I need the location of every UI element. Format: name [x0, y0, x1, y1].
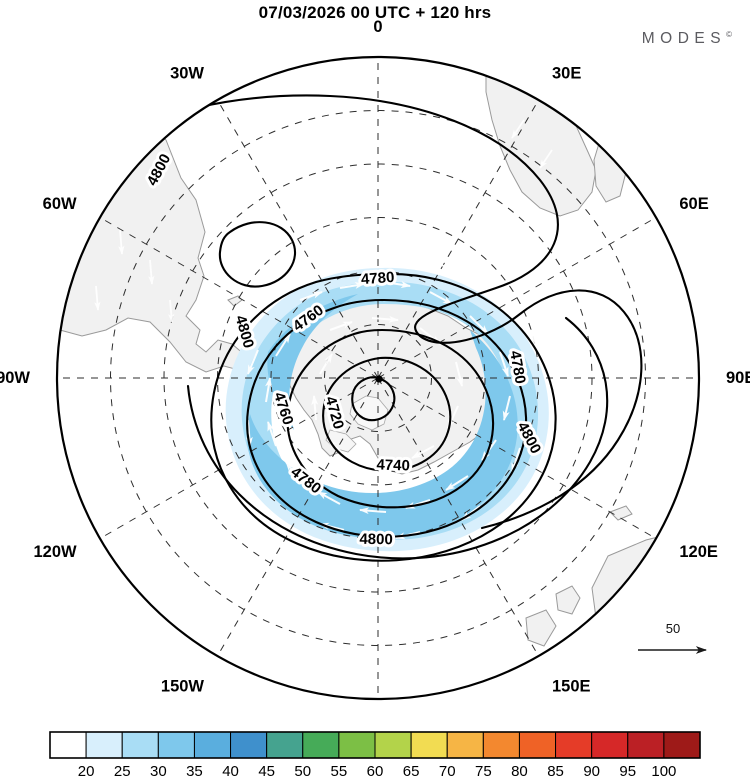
longitude-label-120W: 120W: [34, 543, 78, 561]
height-contours: [88, 94, 643, 562]
longitude-label-120E: 120E: [679, 543, 718, 561]
longitude-label-0: 0: [373, 18, 382, 36]
colorbar-cell: [230, 731, 268, 759]
meridian-60E: [377, 217, 657, 379]
shade-band-30-west: [267, 294, 358, 430]
colorbar-tick: 60: [367, 763, 384, 780]
longitude-label-30E: 30E: [552, 65, 581, 83]
map-canvas: 4800480047804780476047604800480047804780…: [0, 18, 750, 701]
colorbar-cell: [85, 731, 123, 759]
meridian-120W: [99, 377, 379, 539]
colorbar-tick: 75: [475, 763, 492, 780]
wind-scale-value: 50: [666, 621, 680, 636]
colorbar-tick: 55: [331, 763, 348, 780]
copyright-mark: ©: [726, 30, 732, 39]
longitude-label-150E: 150E: [552, 677, 591, 695]
colorbar-cell: [49, 731, 87, 759]
contour-label-halo: 4800: [359, 531, 393, 549]
colorbar-tick: 80: [511, 763, 528, 780]
colorbar-tick: 70: [439, 763, 456, 780]
parallel--75: [324, 324, 432, 432]
contour-label-text: 4780: [360, 269, 394, 288]
colorbar-cell: [302, 731, 340, 759]
page-title: 07/03/2026 00 UTC + 120 hrs: [258, 3, 492, 22]
land-tasmania: [639, 663, 665, 685]
map-outer-boundary: [55, 55, 701, 701]
colorbar-tick: 90: [583, 763, 600, 780]
colorbar-cell: [410, 731, 448, 759]
longitude-label-90E: 90E: [726, 369, 750, 387]
longitude-label-90W: 90W: [0, 369, 30, 387]
wind-scale-legend: 50: [638, 621, 708, 654]
colorbar-cell: [157, 731, 195, 759]
colorbar-cell: [627, 731, 665, 759]
contour-label-text: 4800: [359, 531, 393, 549]
contour-4740: [286, 328, 494, 509]
brand-name: MODES: [641, 30, 727, 48]
colorbar-cell: [518, 731, 557, 759]
contour-innermost-pole-cell: [351, 376, 396, 422]
colorbar-tick: 95: [619, 763, 636, 780]
colorbar-frame: [49, 731, 701, 759]
parallel--60: [270, 270, 486, 486]
colorbar-tick-labels: 20 25 30 35 40 45 50 55 60 65 70 75 80 85 90 95 100: [78, 763, 677, 780]
meridian-150E: [377, 377, 539, 657]
longitude-label-150W: 150W: [161, 677, 205, 695]
colorbar-tick: 65: [403, 763, 420, 780]
colorbar-cell: [121, 731, 159, 759]
polar-map: 4800 4800 4780 4780 4760 4760 4800 4800 4780 4780…: [0, 18, 750, 701]
south-pole-marker: [375, 375, 383, 383]
colorbar-tick: 45: [258, 763, 275, 780]
contour-4780: [210, 272, 557, 562]
colorbar-cell: [193, 731, 232, 759]
colorbar-canvas: 20 25 30 35 40 45 50 55 60 65 70 75 80 85 90 95 100: [49, 731, 701, 780]
modes-logo: MODES©: [642, 30, 732, 48]
colorbar-cell: [446, 731, 484, 759]
colorbar-tick: 50: [294, 763, 311, 780]
colorbar-tick: 85: [547, 763, 564, 780]
meridian-30W: [217, 99, 379, 379]
colorbar-tick: 25: [114, 763, 131, 780]
land-new-zealand-north: [555, 585, 581, 615]
wind-vectors: [239, 254, 541, 540]
contour-4800-cell: [218, 221, 297, 288]
colorbar-tick: 35: [186, 763, 203, 780]
contour-4800-outer: [88, 94, 643, 530]
meridian-30E: [377, 99, 539, 379]
colorbar-cell: [663, 731, 701, 759]
colorbar-cells: [49, 731, 701, 759]
colorbar-tick: 30: [150, 763, 167, 780]
longitude-label-group: 030E60E90E120E150E180150W120W90W60W30W: [0, 18, 750, 695]
colorbar-cell: [266, 731, 304, 759]
contour-4720: [322, 356, 452, 472]
colorbar-cell: [591, 731, 629, 759]
colorbar-cell: [338, 731, 376, 759]
colorbar-cell: [374, 731, 412, 759]
colorbar-tick: 20: [78, 763, 95, 780]
longitude-label-30W: 30W: [170, 65, 204, 83]
contour-label-text: 4740: [376, 456, 410, 474]
contour-4800-south: [186, 316, 609, 560]
contour-4760: [246, 298, 528, 538]
longitude-label-60E: 60E: [679, 195, 708, 213]
map-disc-content: 4800480047804780476047604800480047804780…: [57, 57, 699, 699]
land-new-caledonia: [609, 505, 633, 521]
colorbar: 20 25 30 35 40 45 50 55 60 65 70 75 80 85 90 95 100: [0, 726, 750, 782]
contour-label-text: 4780: [506, 349, 529, 385]
meridian-150W: [217, 377, 379, 657]
colorbar-cell: [482, 731, 520, 759]
land-antarctica: [287, 297, 523, 475]
colorbar-tick: 40: [222, 763, 239, 780]
colorbar-tick: 100: [651, 763, 676, 780]
colorbar-cell: [555, 731, 593, 759]
longitude-label-60W: 60W: [43, 195, 77, 213]
meridian-60W: [99, 217, 379, 379]
